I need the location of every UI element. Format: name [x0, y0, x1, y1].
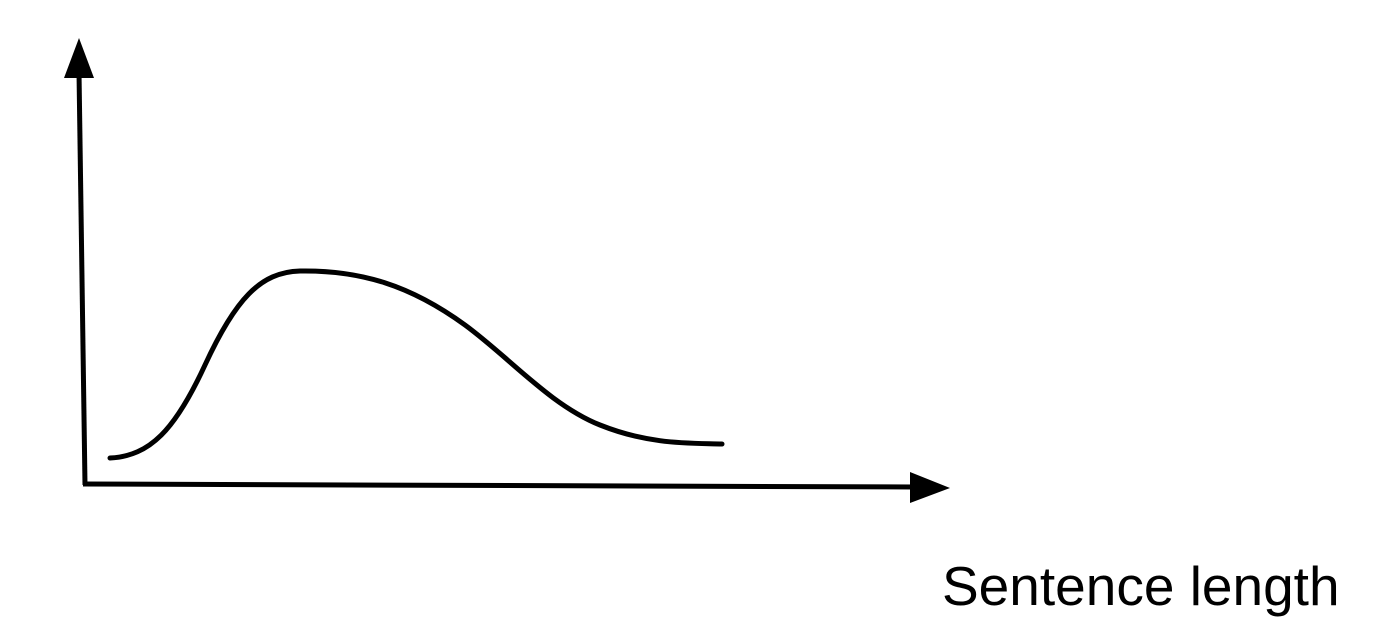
- y-axis-arrowhead: [64, 38, 94, 78]
- x-axis-arrowhead: [910, 472, 950, 503]
- axes: [64, 38, 950, 503]
- x-axis-label: Sentence length: [942, 555, 1340, 617]
- x-axis-line: [82, 481, 916, 490]
- y-axis-line: [76, 71, 88, 486]
- distribution-curve: [107, 268, 725, 461]
